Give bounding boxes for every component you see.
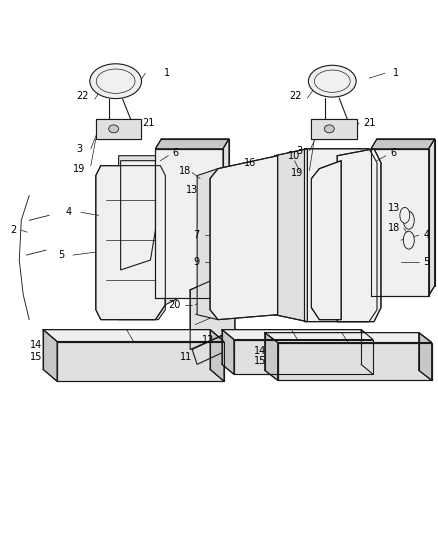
- Text: 15: 15: [254, 357, 266, 366]
- Polygon shape: [96, 119, 141, 139]
- Text: 6: 6: [391, 148, 397, 158]
- Polygon shape: [210, 156, 278, 320]
- Text: 14: 14: [30, 340, 42, 350]
- Polygon shape: [419, 333, 431, 380]
- Text: 19: 19: [73, 164, 85, 174]
- Ellipse shape: [403, 212, 414, 229]
- Text: 11: 11: [180, 352, 192, 362]
- Ellipse shape: [96, 69, 135, 93]
- Text: 13: 13: [388, 204, 400, 213]
- Text: 22: 22: [289, 91, 302, 101]
- Polygon shape: [275, 149, 307, 321]
- Polygon shape: [337, 149, 381, 321]
- Polygon shape: [43, 329, 57, 381]
- Polygon shape: [120, 160, 155, 270]
- Text: 2: 2: [10, 225, 17, 235]
- Polygon shape: [429, 139, 434, 296]
- Polygon shape: [210, 329, 224, 381]
- Ellipse shape: [400, 207, 410, 223]
- Polygon shape: [278, 343, 431, 380]
- Ellipse shape: [308, 65, 356, 97]
- Text: 7: 7: [193, 230, 199, 240]
- Text: 9: 9: [193, 257, 199, 267]
- Text: 21: 21: [363, 118, 375, 128]
- Text: 4: 4: [424, 230, 430, 240]
- Polygon shape: [371, 149, 429, 296]
- Text: 6: 6: [172, 148, 178, 158]
- Polygon shape: [190, 270, 235, 350]
- Polygon shape: [371, 139, 434, 149]
- Text: 14: 14: [254, 346, 266, 357]
- Polygon shape: [304, 149, 377, 321]
- Text: 18: 18: [179, 166, 191, 175]
- Polygon shape: [234, 340, 373, 374]
- Text: 10: 10: [288, 151, 300, 161]
- Polygon shape: [155, 149, 223, 298]
- Text: 5: 5: [58, 250, 64, 260]
- Ellipse shape: [314, 70, 350, 92]
- Polygon shape: [223, 139, 229, 298]
- Polygon shape: [43, 329, 224, 342]
- Ellipse shape: [403, 231, 414, 249]
- Text: 19: 19: [291, 167, 304, 177]
- Polygon shape: [222, 329, 234, 374]
- Polygon shape: [57, 342, 224, 381]
- Text: 15: 15: [30, 352, 42, 362]
- Text: 3: 3: [76, 144, 82, 154]
- Text: 13: 13: [186, 185, 198, 196]
- Text: 18: 18: [388, 223, 400, 233]
- Text: 22: 22: [77, 91, 89, 101]
- Polygon shape: [96, 166, 165, 320]
- Polygon shape: [222, 329, 373, 340]
- Ellipse shape: [109, 125, 119, 133]
- Polygon shape: [311, 119, 357, 139]
- Text: 1: 1: [164, 68, 170, 78]
- Text: 20: 20: [168, 300, 180, 310]
- Text: 1: 1: [393, 68, 399, 78]
- Polygon shape: [265, 333, 431, 343]
- Text: 4: 4: [66, 207, 72, 217]
- Polygon shape: [155, 139, 229, 149]
- Polygon shape: [265, 333, 278, 380]
- Ellipse shape: [90, 64, 141, 99]
- Polygon shape: [311, 160, 341, 320]
- Polygon shape: [197, 168, 218, 320]
- Text: 16: 16: [244, 158, 256, 168]
- Polygon shape: [160, 166, 185, 305]
- Text: 3: 3: [297, 146, 303, 156]
- Polygon shape: [119, 156, 165, 320]
- Text: 21: 21: [142, 118, 155, 128]
- Text: 12: 12: [202, 335, 214, 344]
- Text: 5: 5: [424, 257, 430, 267]
- Polygon shape: [361, 329, 373, 374]
- Polygon shape: [192, 329, 240, 365]
- Ellipse shape: [324, 125, 334, 133]
